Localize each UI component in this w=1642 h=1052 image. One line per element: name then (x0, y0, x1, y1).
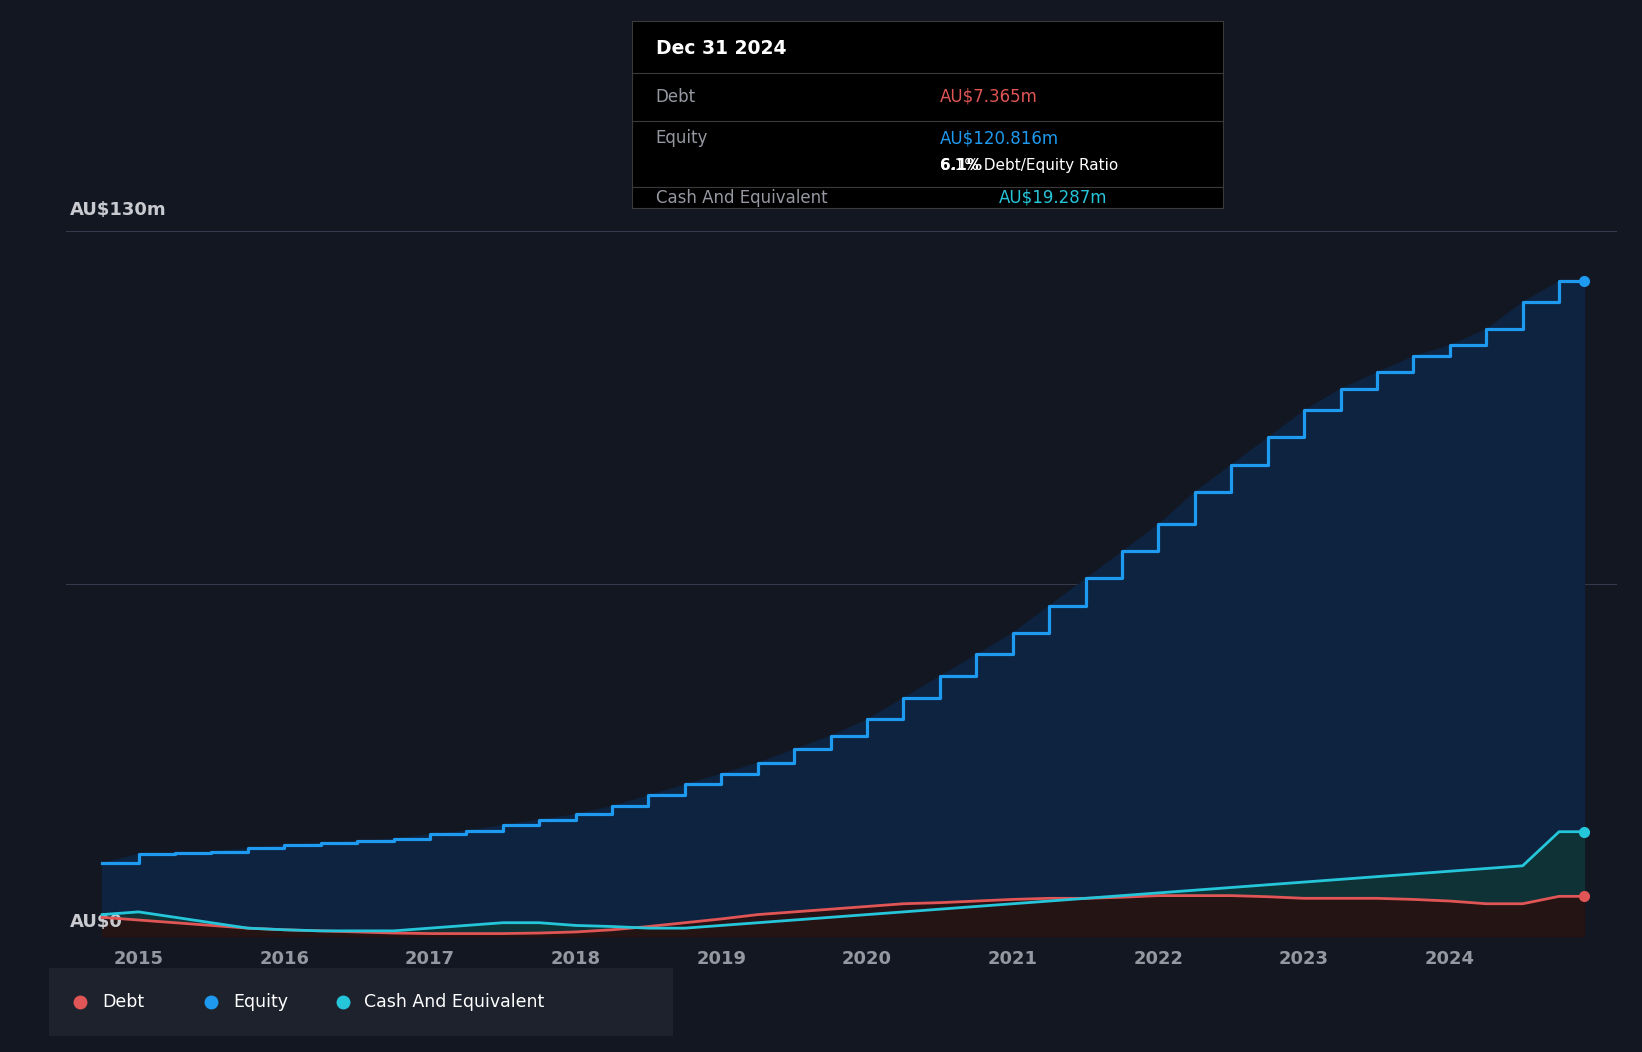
Text: AU$7.365m: AU$7.365m (939, 88, 1038, 106)
Text: Debt: Debt (655, 88, 696, 106)
Text: Equity: Equity (233, 993, 289, 1011)
Text: 6.1%: 6.1% (939, 158, 982, 173)
Text: 6.1% Debt/Equity Ratio: 6.1% Debt/Equity Ratio (939, 158, 1118, 173)
Text: Cash And Equivalent: Cash And Equivalent (365, 993, 545, 1011)
Text: Debt: Debt (102, 993, 144, 1011)
Text: AU$19.287m: AU$19.287m (998, 189, 1107, 207)
Text: Equity: Equity (655, 129, 708, 147)
Text: AU$130m: AU$130m (71, 201, 167, 219)
Text: Dec 31 2024: Dec 31 2024 (655, 39, 787, 58)
Text: AU$120.816m: AU$120.816m (939, 129, 1059, 147)
Text: Cash And Equivalent: Cash And Equivalent (655, 189, 828, 207)
Text: AU$0: AU$0 (71, 913, 123, 931)
